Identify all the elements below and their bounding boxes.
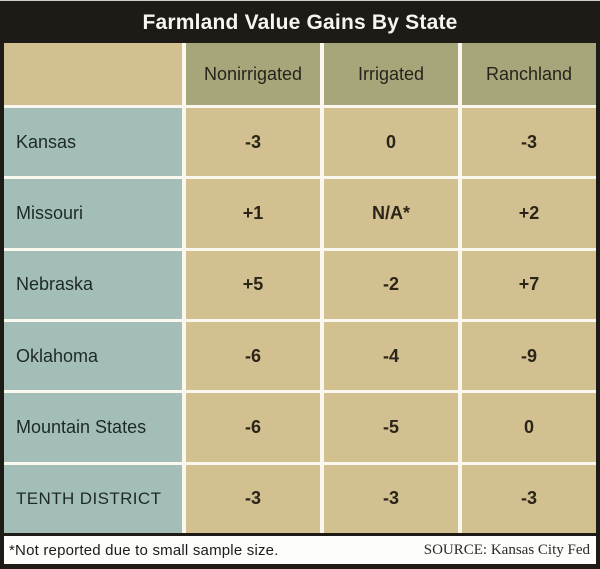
column-header-nonirrigated: Nonirrigated [186, 43, 320, 105]
cell-missouri-nonirrigated: +1 [186, 179, 320, 248]
cell-kansas-irrigated: 0 [324, 108, 458, 177]
footer-bar: *Not reported due to small sample size. … [4, 533, 596, 564]
cell-oklahoma-irrigated: -4 [324, 322, 458, 391]
footnote-text: *Not reported due to small sample size. [9, 541, 279, 559]
figure-title: Farmland Value Gains By State [142, 11, 458, 34]
row-label-oklahoma: Oklahoma [4, 322, 182, 391]
cell-kansas-ranchland: -3 [462, 108, 596, 177]
cell-nebraska-irrigated: -2 [324, 250, 458, 319]
cell-nebraska-nonirrigated: +5 [186, 250, 320, 319]
cell-oklahoma-ranchland: -9 [462, 322, 596, 391]
cell-tenth-district-irrigated: -3 [324, 464, 458, 533]
source-text: SOURCE: Kansas City Fed [423, 541, 590, 558]
column-header-irrigated: Irrigated [324, 43, 458, 105]
row-label-nebraska: Nebraska [4, 250, 182, 319]
farmland-table: Nonirrigated Irrigated Ranchland Kansas … [4, 43, 596, 533]
cell-tenth-district-nonirrigated: -3 [186, 464, 320, 533]
cell-oklahoma-nonirrigated: -6 [186, 322, 320, 391]
row-label-missouri: Missouri [4, 179, 182, 248]
row-label-kansas: Kansas [4, 108, 182, 177]
column-header-ranchland: Ranchland [462, 43, 596, 105]
cell-kansas-nonirrigated: -3 [186, 108, 320, 177]
cell-mountain-states-nonirrigated: -6 [186, 393, 320, 462]
cell-mountain-states-ranchland: 0 [462, 393, 596, 462]
cell-mountain-states-irrigated: -5 [324, 393, 458, 462]
cell-missouri-irrigated: N/A* [324, 179, 458, 248]
cell-missouri-ranchland: +2 [462, 179, 596, 248]
corner-cell [4, 43, 182, 105]
cell-nebraska-ranchland: +7 [462, 250, 596, 319]
cell-tenth-district-ranchland: -3 [462, 464, 596, 533]
row-label-tenth-district: TENTH DISTRICT [4, 464, 182, 533]
title-bar: Farmland Value Gains By State [4, 3, 596, 43]
row-label-mountain-states: Mountain States [4, 393, 182, 462]
